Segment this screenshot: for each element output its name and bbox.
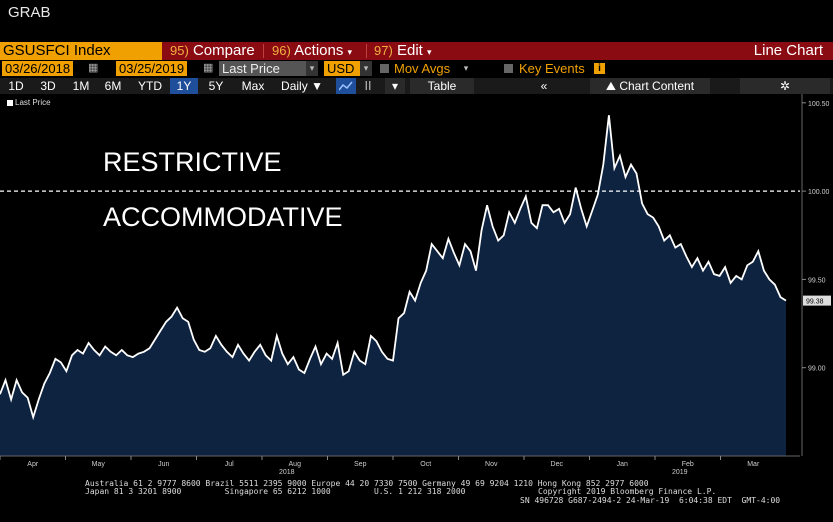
footer-sn: SN 496728 G687-2494-2 24-Mar-19 6:04:38 … bbox=[520, 496, 781, 505]
x-year-label: 2018 bbox=[279, 469, 295, 474]
compare-button[interactable]: 95) Compare bbox=[170, 42, 255, 60]
frequency-selector[interactable]: Daily ▼ bbox=[276, 78, 328, 94]
x-tick-label: Jan bbox=[617, 461, 628, 468]
currency-selector[interactable]: USD bbox=[324, 61, 360, 76]
parameter-bar: 03/26/2018 ▦ 03/25/2019 ▦ Last Price ▾ U… bbox=[0, 60, 833, 77]
x-tick-label: Oct bbox=[420, 461, 431, 468]
compare-label: Compare bbox=[192, 42, 255, 59]
line-chart-icon[interactable] bbox=[336, 78, 356, 94]
footer-contacts-line2: Japan 81 3 3201 8900 Singapore 65 6212 1… bbox=[85, 487, 466, 496]
calendar-icon[interactable]: ▦ bbox=[88, 62, 99, 74]
y-tick-label: 100.00 bbox=[808, 189, 830, 196]
actions-label: Actions bbox=[294, 42, 344, 59]
x-tick-label: Nov bbox=[485, 461, 498, 468]
toolbar: 1D 3D 1M 6M YTD 1Y 5Y Max Daily ▼ ⵏⵏ ▾ Table « … bbox=[0, 78, 833, 94]
menu-divider bbox=[366, 44, 367, 58]
x-tick-label: Apr bbox=[27, 461, 39, 468]
edit-button[interactable]: 97) Edit ▾ bbox=[374, 42, 432, 60]
x-year-label: 2019 bbox=[672, 469, 688, 474]
chevron-down-icon: ▾ bbox=[347, 47, 353, 57]
price-area bbox=[0, 115, 786, 456]
actions-button[interactable]: 96) Actions ▾ bbox=[272, 42, 352, 60]
chevron-down-icon[interactable]: ▾ bbox=[360, 61, 372, 76]
menu-bar: GSUSFCI Index 95) Compare 96) Actions ▾ … bbox=[0, 42, 833, 60]
table-button[interactable]: Table bbox=[410, 78, 474, 94]
last-value-label: 99.38 bbox=[806, 299, 824, 306]
edit-num: 97) bbox=[374, 43, 393, 58]
calendar-icon[interactable]: ▦ bbox=[203, 62, 214, 74]
chevron-down-icon[interactable]: ▾ bbox=[306, 61, 318, 76]
period-button-1d[interactable]: 1D bbox=[8, 79, 24, 93]
chart-content-icon: ⛰ bbox=[605, 79, 620, 93]
last-value-badge bbox=[803, 295, 831, 306]
chevron-down-icon[interactable]: ▾ bbox=[385, 78, 405, 94]
field-selector[interactable]: Last Price bbox=[219, 61, 313, 76]
x-tick-label: Jun bbox=[158, 461, 169, 468]
y-tick-label: 99.00 bbox=[808, 366, 826, 373]
edit-label: Edit bbox=[396, 42, 423, 59]
price-line[interactable] bbox=[0, 115, 787, 421]
candle-chart-icon[interactable]: ⵏⵏ bbox=[364, 79, 372, 93]
menu-divider bbox=[263, 44, 264, 58]
period-button-3d[interactable]: 3D bbox=[40, 79, 56, 93]
actions-num: 96) bbox=[272, 43, 291, 58]
mov-avgs-label[interactable]: Mov Avgs bbox=[394, 61, 451, 76]
footer-contacts-line1: Australia 61 2 9777 8600 Brazil 5511 239… bbox=[85, 479, 649, 488]
info-icon[interactable]: i bbox=[594, 63, 605, 74]
gear-icon[interactable]: ✲ bbox=[740, 78, 830, 94]
period-button-ytd[interactable]: YTD bbox=[138, 79, 162, 93]
period-button-5y[interactable]: 5Y bbox=[208, 79, 224, 93]
window-title: GRAB bbox=[8, 4, 51, 21]
start-date-field[interactable]: 03/26/2018 bbox=[2, 61, 74, 76]
price-chart[interactable]: RESTRICTIVE ACCOMMODATIVE 99.00 99.50 100.00… bbox=[0, 94, 833, 474]
restrictive-label: RESTRICTIVE bbox=[103, 147, 282, 177]
y-tick-label: 100.50 bbox=[808, 101, 830, 108]
legend-swatch bbox=[7, 99, 13, 106]
chevron-down-icon[interactable]: ▾ bbox=[460, 61, 472, 76]
chevron-down-icon: ▼ bbox=[311, 79, 323, 93]
x-tick-label: Sep bbox=[354, 461, 367, 468]
period-button-1y[interactable]: 1Y bbox=[170, 78, 198, 94]
compare-num: 95) bbox=[170, 43, 189, 58]
mov-avgs-checkbox[interactable] bbox=[380, 64, 389, 73]
x-tick-label: Feb bbox=[682, 461, 694, 468]
y-tick-label: 99.50 bbox=[808, 277, 826, 284]
accommodative-label: ACCOMMODATIVE bbox=[103, 202, 343, 232]
chart-content-label: Chart Content bbox=[619, 79, 695, 93]
x-tick-label: May bbox=[92, 461, 106, 468]
footer-copyright: Copyright 2019 Bloomberg Finance L.P. bbox=[538, 487, 717, 496]
x-tick-label: Jul bbox=[225, 461, 234, 468]
period-button-6m[interactable]: 6M bbox=[104, 79, 122, 93]
chevron-down-icon: ▾ bbox=[427, 47, 432, 57]
x-tick-label: Mar bbox=[747, 461, 760, 468]
period-button-max[interactable]: Max bbox=[241, 79, 265, 93]
end-date-field[interactable]: 03/25/2019 bbox=[116, 61, 188, 76]
legend-label: Last Price bbox=[15, 98, 51, 107]
x-tick-label: Aug bbox=[289, 461, 302, 468]
frequency-label: Daily bbox=[281, 79, 308, 93]
key-events-checkbox[interactable] bbox=[504, 64, 513, 73]
chart-type-label[interactable]: Line Chart bbox=[753, 42, 823, 59]
collapse-icon[interactable]: « bbox=[540, 79, 548, 93]
chart-content-button[interactable]: ⛰ Chart Content bbox=[590, 78, 710, 94]
ticker-field[interactable]: GSUSFCI Index bbox=[0, 42, 162, 60]
x-tick-label: Dec bbox=[551, 461, 564, 468]
line-chart-glyph bbox=[338, 81, 353, 91]
key-events-label[interactable]: Key Events bbox=[519, 61, 585, 76]
period-button-1m[interactable]: 1M bbox=[72, 79, 90, 93]
chart-legend[interactable]: Last Price bbox=[7, 98, 51, 107]
